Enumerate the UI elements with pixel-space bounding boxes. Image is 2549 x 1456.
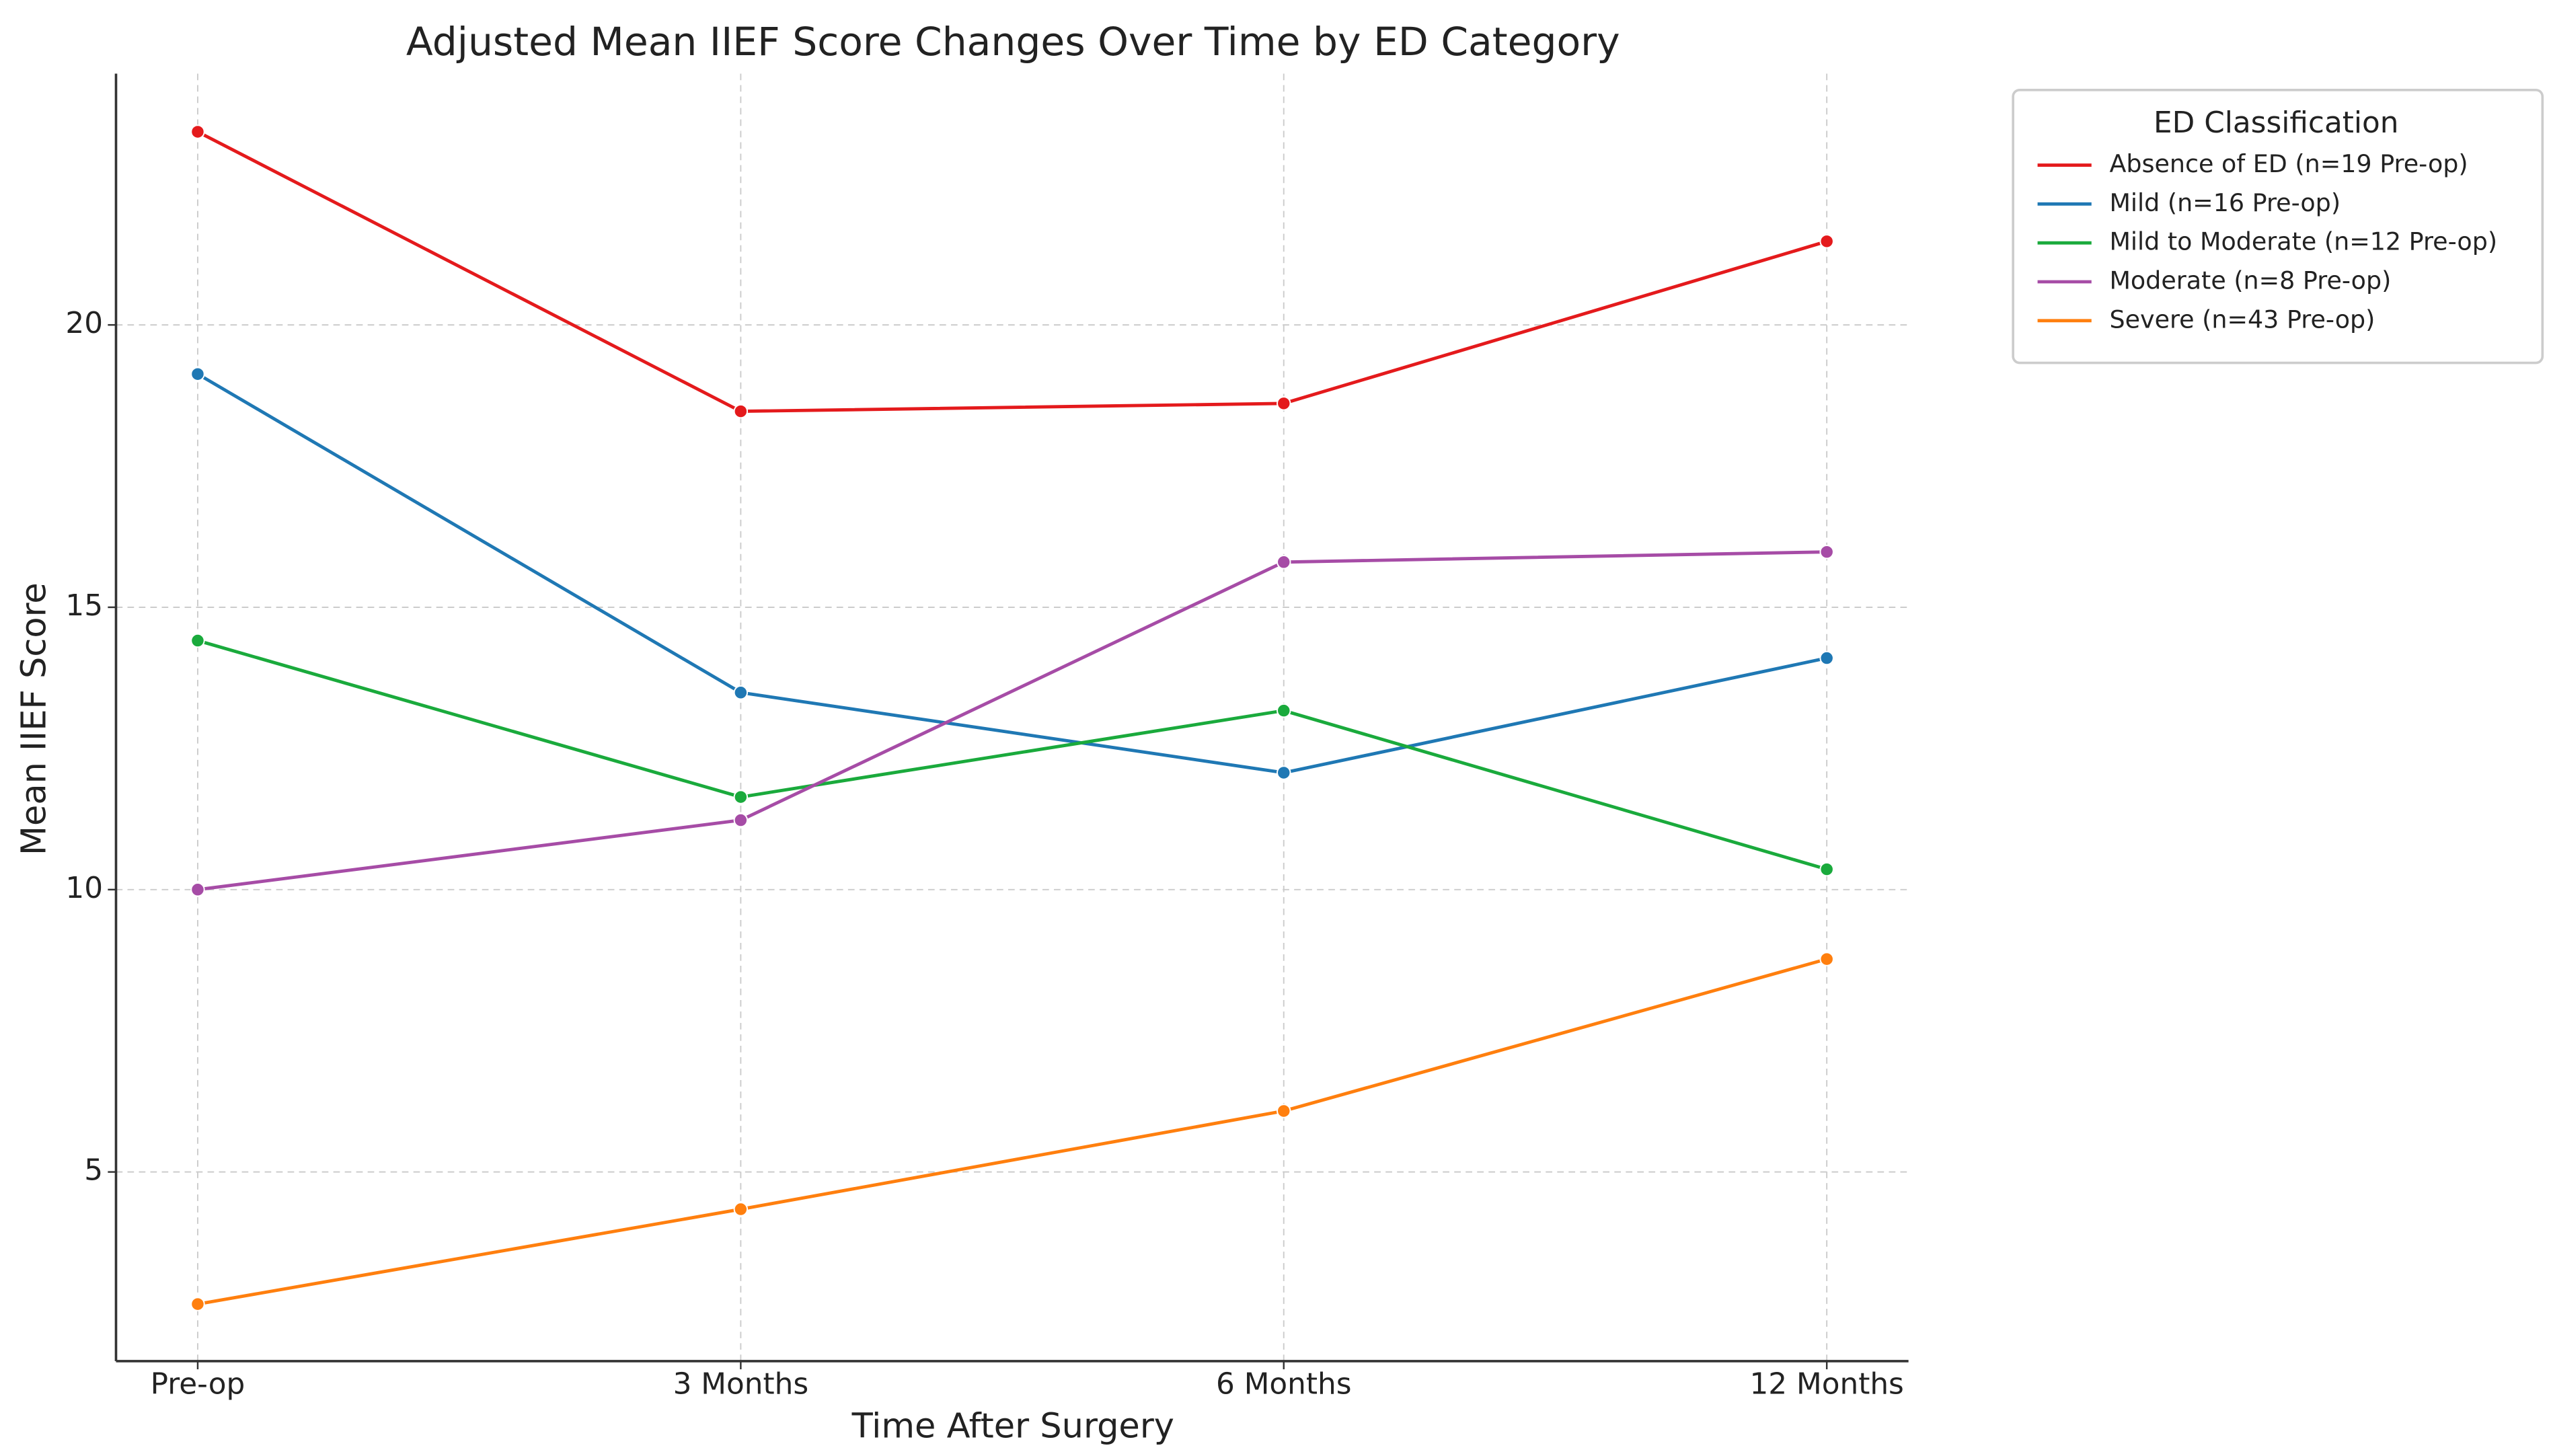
legend-label: Mild to Moderate (n=12 Pre-op) xyxy=(2109,227,2497,256)
x-tick-label: 12 Months xyxy=(1749,1367,1903,1401)
data-point xyxy=(190,367,205,381)
x-tick-label: Pre-op xyxy=(151,1367,245,1401)
series-line xyxy=(197,639,1827,871)
y-tick-label: 5 xyxy=(84,1153,103,1188)
legend-label: Severe (n=43 Pre-op) xyxy=(2109,305,2375,334)
chart-title: Adjusted Mean IIEF Score Changes Over Ti… xyxy=(406,19,1620,65)
x-axis-label: Time After Surgery xyxy=(851,1407,1174,1447)
series-line xyxy=(196,373,1827,775)
data-point xyxy=(190,124,205,139)
data-point xyxy=(733,1202,749,1217)
data-point xyxy=(1277,703,1291,718)
y-tick-label: 10 xyxy=(65,871,103,905)
x-tick-label: 3 Months xyxy=(673,1367,809,1401)
y-axis-label: Mean IIEF Score xyxy=(14,582,54,855)
data-point xyxy=(733,685,749,700)
data-point xyxy=(190,1297,205,1311)
data-point xyxy=(1277,765,1291,780)
data-point xyxy=(190,633,205,648)
data-point xyxy=(1277,396,1291,411)
data-point xyxy=(1819,234,1834,249)
data-point xyxy=(1819,650,1834,666)
data-point xyxy=(190,882,205,897)
data-point xyxy=(1819,544,1834,560)
series-line xyxy=(196,130,1827,414)
x-tick-label: 6 Months xyxy=(1216,1367,1352,1401)
legend: ED Classification Absence of ED (n=19 Pr… xyxy=(2012,88,2544,365)
data-point xyxy=(1277,1104,1291,1118)
legend-label: Absence of ED (n=19 Pre-op) xyxy=(2109,149,2468,178)
data-point xyxy=(733,404,749,419)
data-point xyxy=(733,812,749,828)
y-tick-label: 15 xyxy=(65,588,103,623)
data-point xyxy=(733,790,749,804)
legend-label: Moderate (n=8 Pre-op) xyxy=(2109,266,2391,295)
legend-box xyxy=(2012,88,2544,365)
legend-title: ED Classification xyxy=(2154,106,2398,140)
data-point xyxy=(1819,952,1834,966)
data-point xyxy=(1277,555,1291,570)
legend-label: Mild (n=16 Pre-op) xyxy=(2109,188,2341,217)
series-line xyxy=(197,957,1827,1306)
series-line xyxy=(197,550,1827,892)
y-tick-label: 20 xyxy=(65,306,103,340)
data-point xyxy=(1819,861,1834,877)
